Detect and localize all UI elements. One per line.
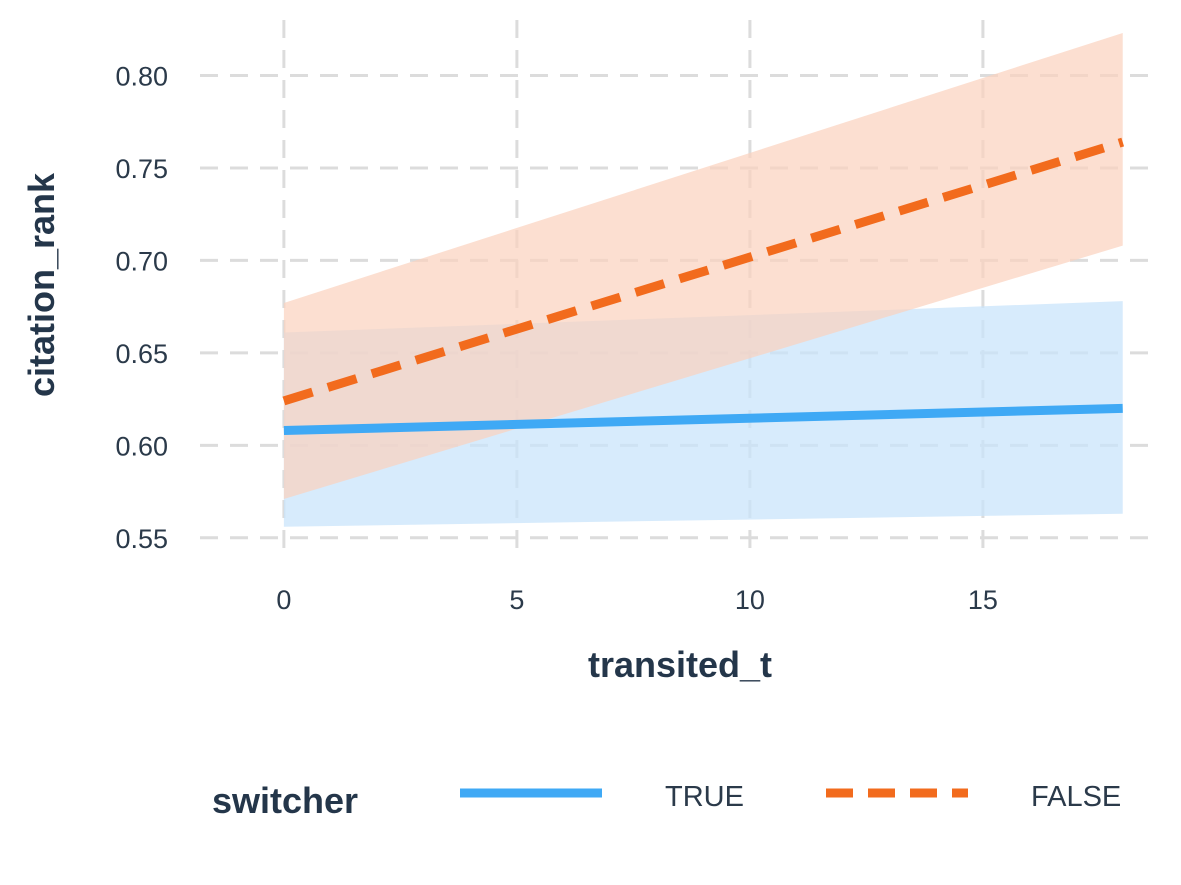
y-tick-label: 0.55 bbox=[115, 524, 168, 554]
band-layer bbox=[283, 32, 1123, 527]
series-line-true bbox=[283, 403, 1123, 436]
legend-title: switcher bbox=[212, 780, 358, 821]
x-tick-label: 15 bbox=[968, 585, 998, 615]
x-tick-label: 0 bbox=[276, 585, 291, 615]
x-tick-label: 10 bbox=[735, 585, 765, 615]
y-axis-title: citation_rank bbox=[21, 172, 62, 397]
tick-layer: 0.55 0.60 0.65 0.70 0.75 0.80 0 5 10 15 bbox=[115, 61, 997, 615]
y-tick-label: 0.70 bbox=[115, 246, 168, 276]
x-axis-title: transited_t bbox=[588, 644, 772, 685]
y-tick-label: 0.75 bbox=[115, 154, 168, 184]
y-tick-label: 0.60 bbox=[115, 431, 168, 461]
y-tick-label: 0.80 bbox=[115, 61, 168, 91]
series-line-false bbox=[282, 137, 1125, 406]
confidence-band-false bbox=[283, 32, 1123, 499]
legend-label-false: FALSE bbox=[1031, 781, 1121, 813]
x-tick-label: 5 bbox=[509, 585, 524, 615]
legend-label-true: TRUE bbox=[665, 781, 744, 813]
line-layer bbox=[282, 137, 1125, 436]
y-tick-label: 0.65 bbox=[115, 339, 168, 369]
